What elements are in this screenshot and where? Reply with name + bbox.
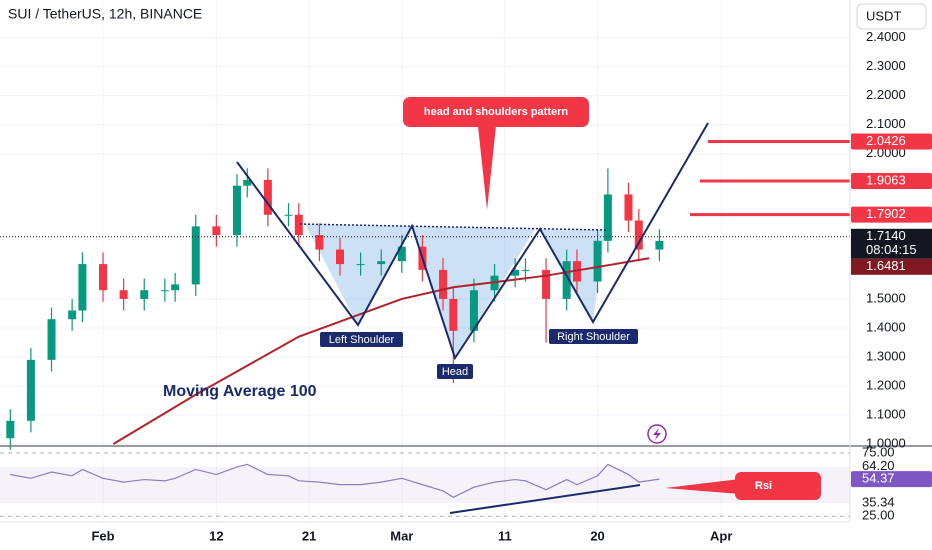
candle-body	[521, 269, 530, 271]
candle-body	[26, 359, 35, 421]
candle-body	[284, 214, 293, 216]
y-tick-label: 1.0000	[866, 435, 906, 450]
axis-layer: 2.40002.30002.20002.10002.00001.50001.40…	[91, 29, 932, 543]
target-label: 1.9063	[866, 172, 906, 187]
moving-average	[112, 257, 650, 445]
candle-body	[593, 240, 602, 282]
y-tick-label: 2.2000	[866, 87, 906, 102]
label-box	[549, 329, 638, 344]
candle-body	[449, 298, 458, 331]
candle-body	[171, 284, 180, 291]
rsi-line	[10, 463, 660, 498]
countdown: 08:04:15	[866, 242, 917, 257]
y-tick-label: 1.5000	[866, 290, 906, 305]
pattern-line	[236, 122, 709, 361]
x-tick-label: Apr	[710, 528, 732, 543]
candle-body	[294, 214, 303, 236]
candle-body	[624, 194, 633, 221]
candle-body	[603, 194, 612, 241]
rsi-tick-label: 75.00	[862, 444, 895, 459]
callout-box	[735, 472, 821, 500]
badge	[851, 471, 932, 488]
grid-layer	[0, 0, 850, 522]
x-tick-label: 12	[209, 528, 223, 543]
rsi-tick-label: 25.00	[862, 508, 895, 523]
neckline	[299, 223, 607, 231]
rsi-band-label: 35.34	[862, 495, 895, 510]
currency: USDT	[866, 8, 901, 23]
currency-box[interactable]	[856, 3, 927, 30]
candle-body	[634, 220, 643, 250]
candle-body	[191, 226, 200, 285]
y-tick-label: 1.4000	[866, 319, 906, 334]
candle-body	[243, 179, 252, 186]
pattern-shade	[540, 229, 605, 322]
pattern-shade	[305, 224, 412, 325]
candle-body	[542, 269, 551, 299]
y-tick-label: 2.4000	[866, 29, 906, 44]
candle-body	[140, 290, 149, 299]
target-label: 2.0426	[866, 133, 906, 148]
pattern-callout: head and shoulders pattern	[424, 106, 569, 118]
candle-body	[439, 269, 448, 299]
chart-title: SUI / TetherUS, 12h, BINANCE	[8, 6, 202, 22]
candle-body	[336, 249, 344, 265]
y-tick-label: 1.2000	[866, 377, 906, 392]
x-tick-label: 20	[590, 528, 604, 543]
ma-label: Moving Average 100	[163, 383, 317, 400]
x-tick-label: 11	[498, 528, 512, 543]
candle-body	[356, 264, 365, 266]
candle-body	[47, 319, 56, 360]
candle-body	[160, 290, 169, 292]
candle-body	[397, 246, 406, 262]
x-tick-label: 21	[302, 528, 316, 543]
y-tick-label: 1.1000	[866, 406, 906, 421]
x-tick-label: Feb	[91, 528, 114, 543]
badge	[851, 133, 932, 150]
candle-body	[119, 290, 128, 299]
badge	[851, 172, 932, 189]
candle-body	[469, 290, 478, 331]
y-tick-label: 2.3000	[866, 58, 906, 73]
badge	[851, 258, 932, 275]
right-shoulder-label: Right Shoulder	[557, 331, 630, 343]
candle-body	[562, 261, 571, 299]
candle-body	[78, 264, 87, 311]
data-layer	[0, 139, 850, 498]
callout-box	[403, 97, 589, 127]
icon	[653, 428, 661, 440]
callout-tail	[478, 126, 496, 210]
candle-body	[263, 179, 272, 215]
ma-value: 1.6481	[866, 258, 906, 273]
rsi-trendline	[449, 484, 641, 514]
head-label: Head	[442, 366, 468, 378]
last-price: 1.7140	[866, 228, 906, 243]
y-tick-label: 2.1000	[866, 116, 906, 131]
left-shoulder-label: Left Shoulder	[329, 334, 395, 346]
rsi-band-label: 64.20	[862, 458, 895, 473]
rsi-callout: Rsi	[755, 480, 772, 492]
y-tick-label: 1.3000	[866, 348, 906, 363]
candle-body	[68, 310, 77, 320]
x-tick-label: Mar	[390, 528, 413, 543]
candle-body	[511, 269, 520, 276]
label-box	[320, 332, 403, 347]
candle-body	[99, 264, 108, 291]
candle-body	[315, 235, 324, 250]
badge	[851, 206, 932, 223]
icon[interactable]	[647, 424, 667, 444]
candle-body	[6, 420, 15, 439]
rsi-value: 54.37	[862, 471, 895, 486]
label-box	[437, 364, 473, 379]
candle-body	[655, 240, 664, 250]
callout-tail	[665, 479, 740, 494]
candle-body	[212, 226, 221, 236]
target-label: 1.7902	[866, 206, 906, 221]
badge	[851, 228, 932, 259]
candle-body	[377, 261, 386, 265]
candle-body	[232, 185, 241, 236]
